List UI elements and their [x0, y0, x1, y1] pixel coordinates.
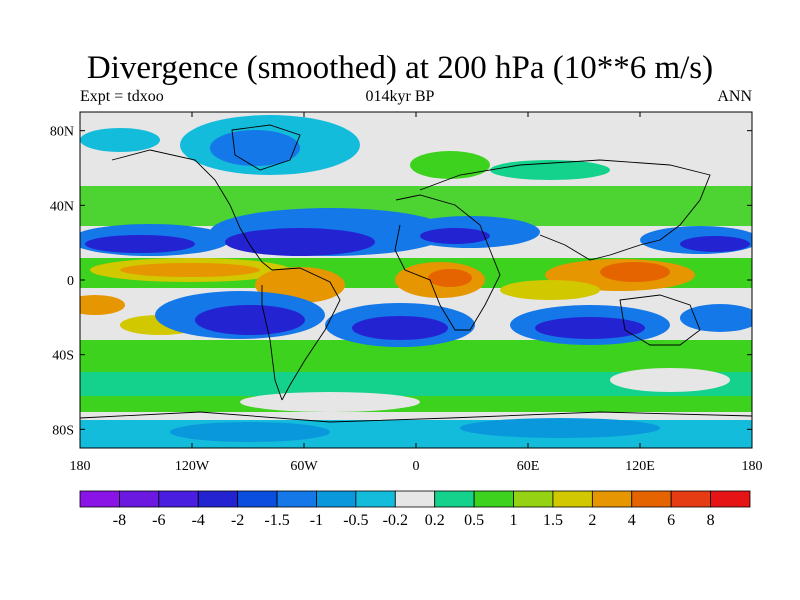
sh-midlat-band-light	[80, 372, 752, 396]
colorbar-swatch	[276, 490, 317, 508]
colorbar-swatch	[513, 490, 554, 508]
sepac-core	[195, 305, 305, 335]
colorbar-label: 1	[510, 512, 518, 529]
colorbar-swatch	[394, 490, 436, 508]
australia-coast	[619, 294, 701, 346]
colorbar: -8 -6 -4 -2 -1.5 -1 -0.5 -0.2 0.2 0.5 1 1.5 2 4 6 8	[79, 490, 751, 529]
africa-core	[428, 269, 472, 287]
swpac-subtrop	[680, 304, 752, 332]
south-america-west	[261, 285, 283, 401]
lat-tick-label: 0	[67, 274, 74, 289]
colorbar-label: 4	[628, 512, 636, 529]
greenland-coast	[231, 124, 301, 171]
colorbar-swatch	[710, 490, 751, 508]
coastlines	[80, 124, 752, 423]
north-america-coast	[111, 149, 273, 271]
colorbar-label: -1.5	[264, 512, 289, 529]
indian-ocean-div	[500, 280, 600, 300]
lat-tick-label: 80N	[50, 125, 74, 140]
maritime-core	[600, 262, 670, 282]
colorbar-label: 8	[707, 512, 715, 529]
divergence-field	[80, 112, 752, 448]
satl-core	[352, 316, 448, 340]
longitude-axis: 180 120W 60W 0 60E 120E 180	[70, 112, 763, 474]
colorbar-label: 1.5	[543, 512, 563, 529]
colorbar-swatch	[237, 490, 278, 508]
lon-tick-label: 60E	[517, 459, 540, 474]
lon-tick-label: 180	[70, 459, 91, 474]
lon-tick-label: 60W	[290, 459, 318, 474]
lat-tick-label: 40N	[50, 199, 74, 214]
africa-coast	[394, 194, 501, 331]
colorbar-swatch	[197, 490, 239, 508]
antarctic-core-west	[170, 422, 330, 442]
experiment-label: Expt = tdxoo	[80, 88, 164, 105]
colorbar-swatch	[670, 490, 711, 508]
colorbar-label: 0.2	[425, 512, 445, 529]
season-label: ANN	[717, 88, 752, 105]
colorbar-label: -8	[113, 512, 126, 529]
epac-itcz-core	[120, 263, 260, 277]
antarctic-core-east	[460, 418, 660, 438]
latitude-axis: 80N 40N 0 40S 80S	[50, 125, 752, 438]
sahara-core	[420, 228, 490, 244]
plot-title: Divergence (smoothed) at 200 hPa (10**6 …	[86, 50, 714, 86]
sh-gap-pacific	[610, 368, 730, 392]
dateline-div	[80, 295, 125, 315]
colorbar-swatch	[473, 490, 514, 508]
colorbar-label: -6	[152, 512, 165, 529]
lon-tick-label: 120E	[625, 459, 655, 474]
colorbar-label: -0.5	[343, 512, 368, 529]
sio-core	[535, 317, 645, 339]
lat-tick-label: 40S	[52, 349, 74, 364]
lon-tick-label: 120W	[175, 459, 210, 474]
europe-green	[410, 151, 490, 179]
colorbar-swatch	[79, 490, 120, 508]
sh-gap-atlantic	[240, 392, 420, 412]
colorbar-label: -2	[231, 512, 244, 529]
colorbar-label: -4	[192, 512, 205, 529]
colorbar-swatch	[591, 490, 633, 508]
antarctica-coast	[80, 411, 752, 423]
eurasia-coast	[419, 159, 711, 261]
colorbar-label: 2	[588, 512, 596, 529]
colorbar-swatch	[631, 490, 672, 508]
colorbar-swatch	[552, 490, 593, 508]
npac-subtrop-core	[85, 235, 195, 253]
wpac-core	[680, 236, 750, 252]
colorbar-label: 0.5	[464, 512, 484, 529]
lon-tick-label: 0	[413, 459, 420, 474]
lon-tick-label: 180	[742, 459, 763, 474]
colorbar-label: 6	[667, 512, 675, 529]
colorbar-label: -1	[310, 512, 323, 529]
south-america-coast	[271, 267, 341, 401]
colorbar-swatch	[119, 490, 160, 508]
colorbar-swatch	[434, 490, 475, 508]
bering-region	[80, 128, 160, 152]
arctic-core	[210, 130, 300, 166]
colorbar-swatch	[158, 490, 199, 508]
colorbar-swatch	[316, 490, 357, 508]
colorbar-label: -0.2	[383, 512, 408, 529]
lat-tick-label: 80S	[52, 423, 74, 438]
natl-subtrop-core	[225, 228, 375, 256]
colorbar-swatch	[355, 490, 396, 508]
period-label: 014kyr BP	[365, 88, 435, 105]
